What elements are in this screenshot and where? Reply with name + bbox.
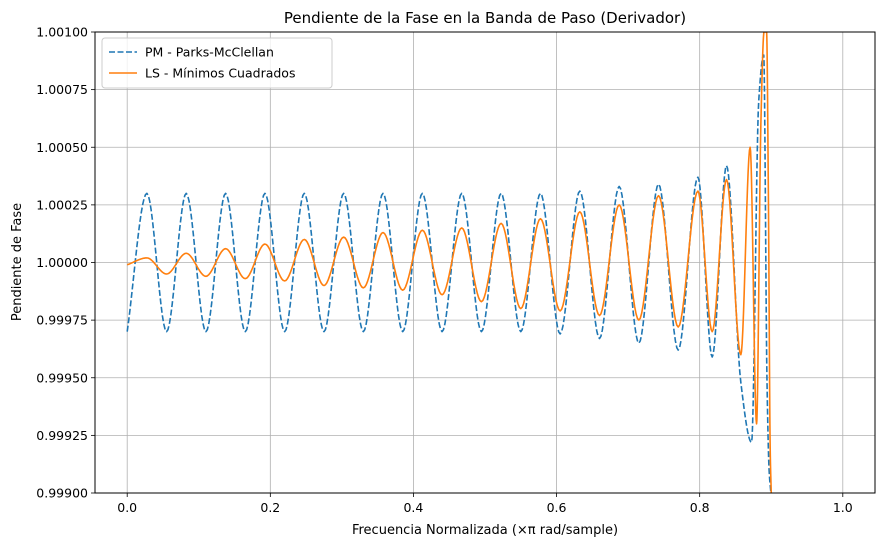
legend-label-pm: PM - Parks-McClellan	[145, 45, 274, 60]
x-tick-label: 0.0	[117, 500, 137, 515]
y-tick-label: 1.00075	[36, 82, 88, 97]
y-tick-label: 0.99975	[36, 313, 88, 328]
x-tick-label: 0.2	[260, 500, 280, 515]
x-axis-label: Frecuencia Normalizada (×π rad/sample)	[352, 523, 618, 538]
series-line-ls	[126, 32, 773, 493]
x-axis: 0.0 0.2 0.4 0.6 0.8 1.0	[117, 493, 853, 515]
y-tick-label: 1.00025	[36, 197, 88, 212]
y-tick-label: 0.99900	[36, 486, 88, 501]
x-tick-label: 0.4	[403, 500, 423, 515]
series-layer	[126, 32, 773, 493]
y-axis: 0.99900 0.99925 0.99950 0.99975 1.00000 1.000…	[36, 25, 95, 501]
legend: PM - Parks-McClellan LS - Mínimos Cuadra…	[101, 37, 333, 89]
x-tick-label: 1.0	[833, 500, 853, 515]
x-tick-label: 0.8	[690, 500, 710, 515]
y-tick-label: 1.00050	[36, 140, 88, 155]
y-tick-label: 0.99950	[36, 370, 88, 385]
y-tick-label: 1.00100	[36, 25, 88, 40]
y-axis-label: Pendiente de Fase	[10, 203, 25, 321]
legend-label-ls: LS - Mínimos Cuadrados	[145, 66, 295, 81]
y-tick-label: 1.00000	[36, 255, 88, 270]
x-tick-label: 0.6	[547, 500, 567, 515]
series-line-pm	[126, 54, 772, 493]
chart-title: Pendiente de la Fase en la Banda de Paso…	[284, 9, 686, 27]
y-tick-label: 0.99925	[36, 428, 88, 443]
legend-box	[101, 37, 333, 89]
